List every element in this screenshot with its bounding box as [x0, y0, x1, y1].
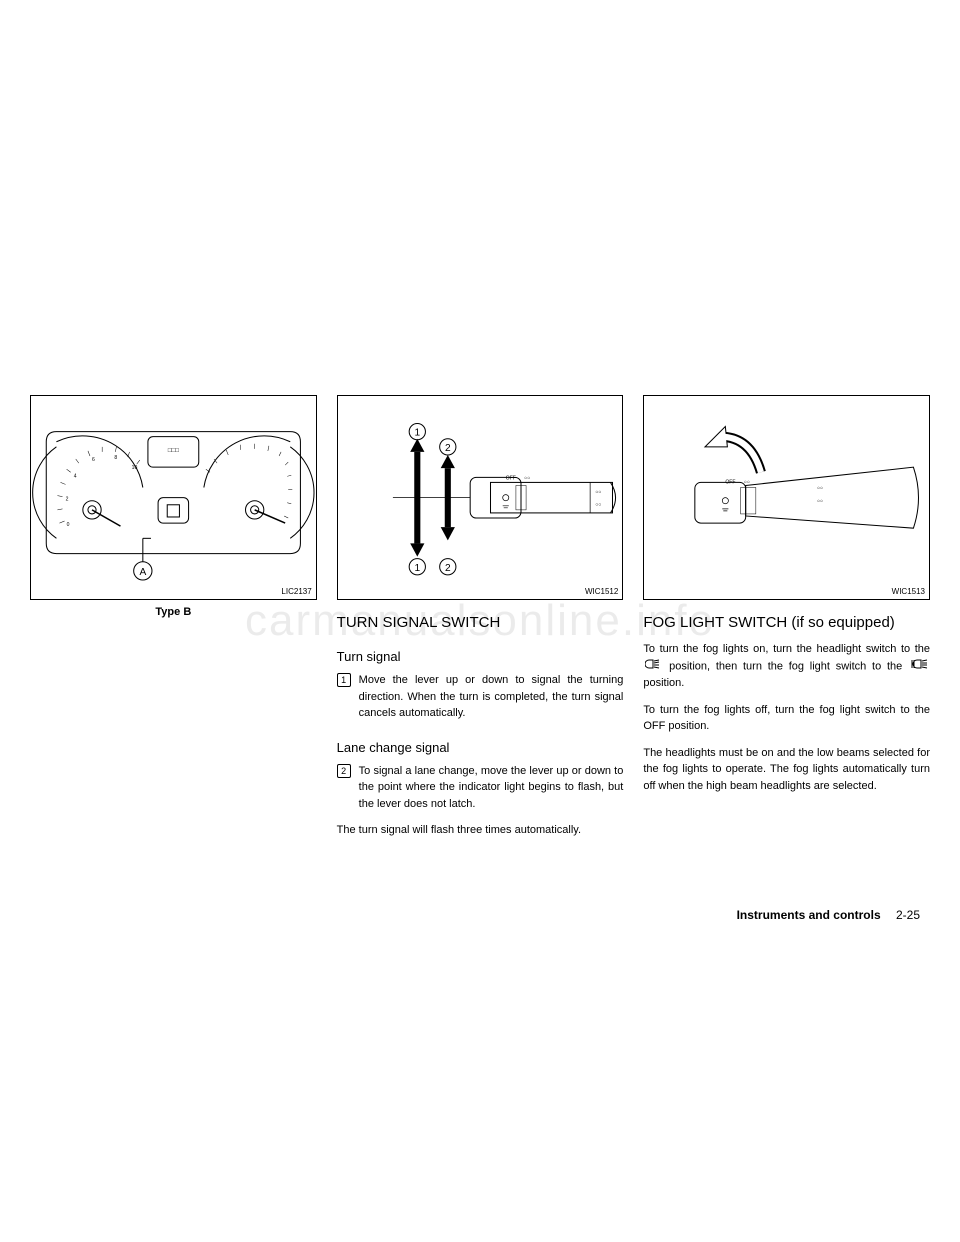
turn-signal-heading: TURN SIGNAL SWITCH	[337, 614, 624, 631]
svg-text:○○: ○○	[817, 499, 823, 505]
headlight-icon	[645, 658, 661, 675]
svg-text:○○: ○○	[744, 479, 750, 485]
fog-light-para-1: To turn the fog lights on, turn the head…	[643, 641, 930, 692]
svg-text:○○: ○○	[595, 502, 601, 508]
bullet-2: 2	[337, 764, 351, 778]
column-2: OFF ○○ ○○ ○○	[337, 395, 624, 849]
page-footer: Instruments and controls 2-25	[737, 908, 920, 922]
svg-text:○○: ○○	[595, 490, 601, 496]
svg-text:1: 1	[414, 563, 420, 574]
lane-change-item-2-text: To signal a lane change, move the lever …	[359, 763, 624, 813]
svg-text:6: 6	[92, 457, 95, 463]
svg-text:○○: ○○	[817, 486, 823, 492]
page-content: □□□ 0 2 4 6 8 10	[30, 395, 930, 849]
turn-signal-item-1-text: Move the lever up or down to signal the …	[359, 672, 624, 722]
fog-para1-c: position.	[643, 677, 684, 689]
bullet-1: 1	[337, 673, 351, 687]
svg-text:4: 4	[74, 473, 77, 479]
fog-light-heading: FOG LIGHT SWITCH (if so equipped)	[643, 614, 930, 631]
figure-code-2: WIC1512	[585, 587, 618, 596]
svg-text:A: A	[139, 567, 146, 578]
instrument-cluster-svg: □□□ 0 2 4 6 8 10	[31, 396, 316, 599]
turn-signal-note: The turn signal will flash three times a…	[337, 822, 624, 839]
footer-page-number: 2-25	[896, 908, 920, 922]
fog-light-icon	[910, 658, 928, 676]
svg-text:○○: ○○	[524, 475, 530, 481]
column-3: OFF ○○ ○○ ○○ WIC1513 FOG LIGHT SWITCH (i…	[643, 395, 930, 849]
column-1: □□□ 0 2 4 6 8 10	[30, 395, 317, 849]
fog-light-para-2: To turn the fog lights off, turn the fog…	[643, 702, 930, 735]
svg-text:2: 2	[66, 497, 69, 503]
turn-signal-svg: OFF ○○ ○○ ○○	[338, 396, 623, 599]
svg-text:OFF: OFF	[726, 479, 736, 485]
turn-signal-subheading: Turn signal	[337, 649, 624, 664]
lane-change-item-2: 2 To signal a lane change, move the leve…	[337, 763, 624, 813]
svg-text:2: 2	[445, 443, 451, 454]
svg-text:1: 1	[414, 428, 420, 439]
fog-para1-b: position, then turn the fog light switch…	[669, 660, 902, 672]
fog-light-svg: OFF ○○ ○○ ○○	[644, 396, 929, 599]
figure-fog-light: OFF ○○ ○○ ○○ WIC1513	[643, 395, 930, 600]
svg-text:OFF: OFF	[505, 475, 515, 481]
figure-code-1: LIC2137	[281, 587, 311, 596]
figure-code-3: WIC1513	[892, 587, 925, 596]
fog-light-para-3: The headlights must be on and the low be…	[643, 745, 930, 795]
footer-section-name: Instruments and controls	[737, 908, 881, 922]
figure-caption-1: Type B	[30, 606, 317, 618]
svg-text:2: 2	[445, 563, 451, 574]
turn-signal-item-1: 1 Move the lever up or down to signal th…	[337, 672, 624, 722]
svg-text:8: 8	[114, 455, 117, 461]
figure-instrument-cluster: □□□ 0 2 4 6 8 10	[30, 395, 317, 600]
figure-turn-signal: OFF ○○ ○○ ○○	[337, 395, 624, 600]
svg-text:10: 10	[132, 465, 138, 471]
svg-text:□□□: □□□	[168, 447, 179, 454]
lane-change-subheading: Lane change signal	[337, 740, 624, 755]
svg-text:0: 0	[67, 522, 70, 528]
fog-para1-a: To turn the fog lights on, turn the head…	[643, 643, 930, 655]
